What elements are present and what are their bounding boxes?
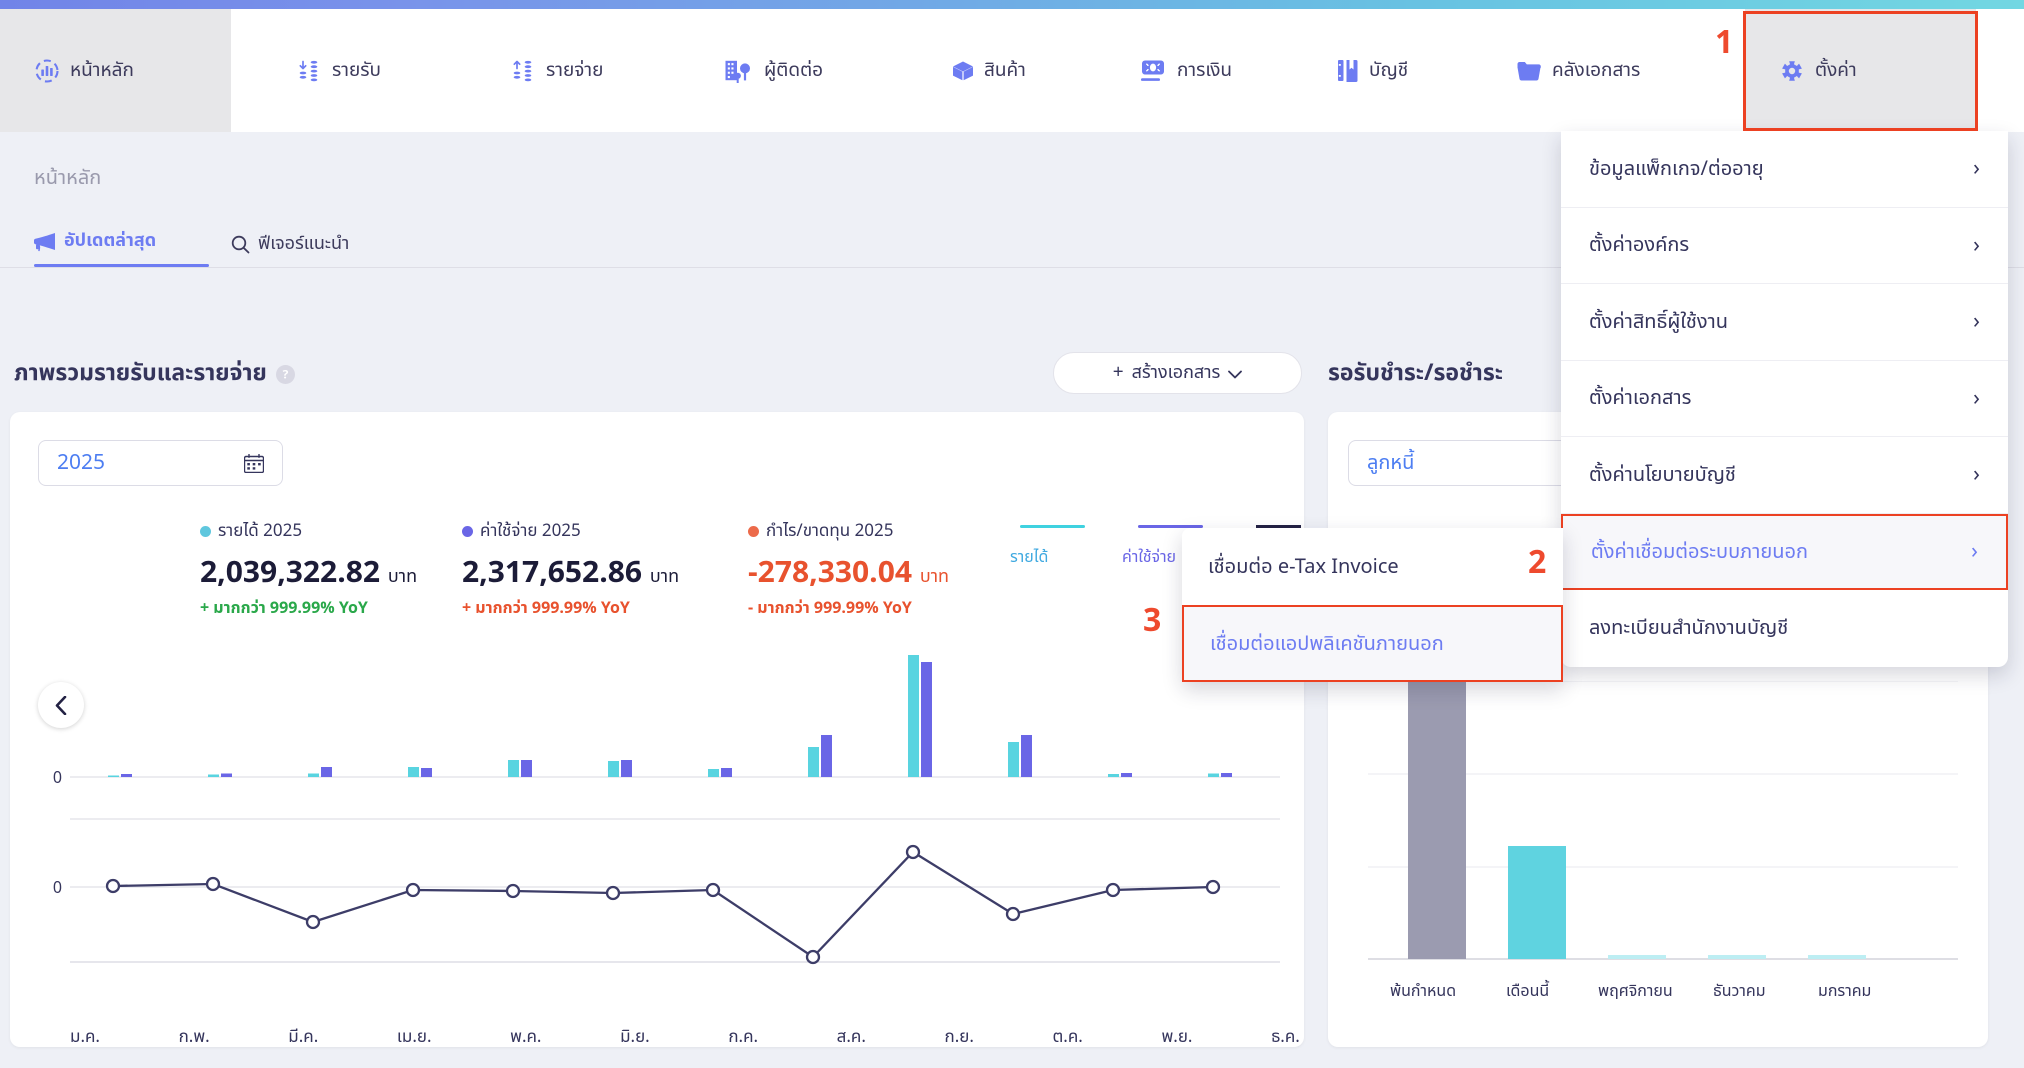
svg-text:?: ?: [282, 366, 288, 384]
svg-text:0: 0: [53, 767, 62, 791]
svg-text:0: 0: [53, 877, 62, 901]
